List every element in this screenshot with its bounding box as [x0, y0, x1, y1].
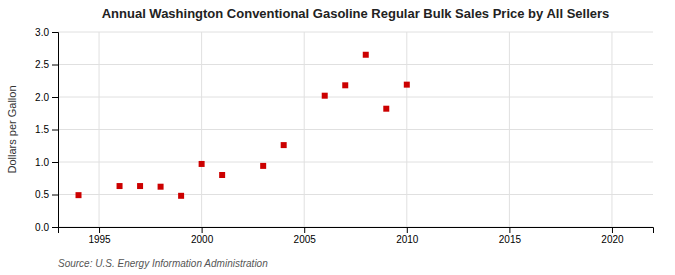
tick: 1995: [88, 227, 111, 245]
tick-label: 2015: [499, 234, 522, 245]
axis-line: [59, 228, 654, 234]
tick-label: 3.0: [35, 27, 49, 38]
tick: 2.5: [35, 59, 58, 70]
plot: 1995 2000 2005 2010 2015 2020 0.0 0.5 1.0 1.5 2.0 2…: [35, 27, 653, 245]
point: [383, 106, 389, 112]
title: Annual Washington Conventional Gasoline …: [102, 6, 610, 21]
grid-line: [58, 194, 653, 195]
tick: 2020: [601, 227, 624, 245]
tick-label: 1.0: [35, 157, 49, 168]
tick-mark: [407, 227, 408, 233]
tick: 2000: [191, 227, 214, 245]
tick-label: 2020: [601, 234, 624, 245]
tick: 0.5: [35, 189, 58, 200]
point: [342, 82, 348, 88]
point: [158, 184, 164, 190]
point: [199, 161, 205, 167]
tick-mark: [304, 227, 305, 233]
point: [117, 183, 123, 189]
tick: 0.0: [35, 222, 58, 233]
tick-label: 2005: [294, 234, 317, 245]
tick-mark: [99, 227, 100, 233]
chart: 1995 2000 2005 2010 2015 2020 0.0 0.5 1.0 1.5 2.0 2…: [0, 0, 675, 275]
tick-mark: [202, 227, 203, 233]
point: [76, 192, 82, 198]
point: [137, 183, 143, 189]
point: [363, 52, 369, 58]
tick-mark: [52, 65, 58, 66]
tick-mark: [509, 227, 510, 233]
tick: 1.5: [35, 124, 58, 135]
tick-mark: [52, 32, 58, 33]
tick: 2005: [294, 227, 317, 245]
tick: 3.0: [35, 27, 58, 38]
tick: 2.0: [35, 92, 58, 103]
tick-label: 0.5: [35, 189, 49, 200]
grid-line: [58, 97, 653, 98]
grid-line: [58, 162, 653, 163]
grid-line: [58, 64, 653, 65]
tick-mark: [52, 227, 58, 228]
x-axis: 1995 2000 2005 2010 2015 2020: [59, 227, 654, 245]
tick-mark: [52, 195, 58, 196]
tick-label: 2000: [191, 234, 214, 245]
tick: 2015: [499, 227, 522, 245]
point: [281, 142, 287, 148]
tick-mark: [52, 130, 58, 131]
marks: [76, 52, 410, 199]
tick-label: 1995: [88, 234, 111, 245]
tick-label: 0.0: [35, 222, 49, 233]
grid-line: [58, 32, 653, 33]
y-axis-label: Dollars per Gallon: [6, 85, 18, 173]
tick-label: 2010: [396, 234, 419, 245]
point: [322, 93, 328, 99]
y-axis: 0.0 0.5 1.0 1.5 2.0 2.5 3.0: [35, 27, 58, 233]
tick-label: 2.5: [35, 59, 49, 70]
grid-line: [58, 129, 653, 130]
point: [404, 82, 410, 88]
tick-mark: [52, 97, 58, 98]
tick-mark: [612, 227, 613, 233]
tick: 1.0: [35, 157, 58, 168]
tick-mark: [52, 162, 58, 163]
source: Source: U.S. Energy Information Administ…: [58, 258, 268, 269]
point: [178, 193, 184, 199]
axis-line: [52, 33, 59, 228]
point: [260, 163, 266, 169]
tick: 2010: [396, 227, 419, 245]
point: [219, 172, 225, 178]
grid: [58, 32, 653, 227]
tick-label: 1.5: [35, 124, 49, 135]
tick-label: 2.0: [35, 92, 49, 103]
